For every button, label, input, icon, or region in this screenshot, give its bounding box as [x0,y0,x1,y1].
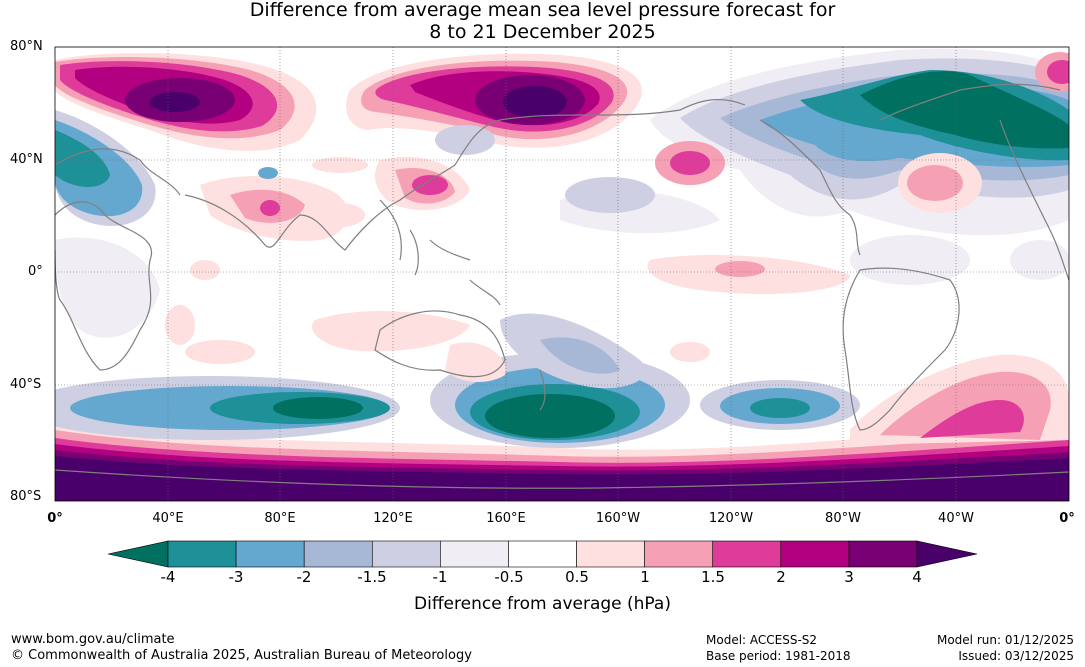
lon-label-40e: 40°E [152,511,184,526]
lon-label-120w: 120°W [708,511,754,526]
southern-ocean-lows [55,313,860,448]
legend-colour-cell [576,540,645,568]
lat-label-80s: 80°S [10,489,42,504]
map-title-line-1: Difference from average mean sea level p… [249,0,836,21]
south-atlantic-high [850,354,1069,445]
legend-tick-label: -4 [160,568,176,586]
colour-legend-bar [107,540,978,568]
legend-colour-cell [848,540,918,568]
lat-label-40n: 40°N [10,152,43,167]
lon-label-120e: 120°E [373,511,413,526]
model-run-date: Model run: 01/12/2025 [936,633,1074,647]
legend-title: Difference from average (hPa) [414,594,671,614]
lon-label-0-left: 0° [47,511,63,526]
legend-tick-label: -3 [228,568,244,586]
legend-colour-cell [644,540,714,568]
legend-tick-label: 4 [912,568,922,586]
lat-label-80n: 80°N [10,39,43,54]
pressure-anomaly-map [54,46,1070,502]
issued-date: Issued: 03/12/2025 [958,649,1074,663]
legend-tick-label: 1 [640,568,650,586]
lon-label-160w: 160°W [595,511,641,526]
legend-tick-label: -2 [296,568,312,586]
model-name: Model: ACCESS-S2 [706,633,818,647]
legend-tick-label: -1 [432,568,448,586]
legend-tick-label: 1.5 [701,568,725,586]
atlantic-europe-lows [55,110,495,226]
legend-colour-cell [235,540,305,568]
lat-label-equator: 0° [28,264,43,279]
lon-label-160e: 160°E [486,511,526,526]
legend-colour-cell [780,540,850,568]
graticule [55,47,1069,501]
north-atlantic-low [650,48,1069,236]
coastlines [55,83,1069,489]
website-url: www.bom.gov.au/climate [11,632,175,647]
lon-label-40w: 40°W [938,511,974,526]
tropical-highs [165,255,850,382]
legend-tick-label: 0.5 [565,568,589,586]
lon-label-80e: 80°E [264,511,296,526]
legend-colour-cell [508,540,577,568]
legend-colour-cell [167,540,237,568]
legend-colour-cell [371,540,441,568]
map-title-line-2: 8 to 21 December 2025 [429,21,656,43]
legend-tick-label: 3 [844,568,854,586]
legend-colour-cell [303,540,373,568]
legend-tick-label: 2 [776,568,786,586]
legend-colour-cell [440,540,509,568]
lon-label-0-right: 0° [1059,511,1075,526]
mid-pacific-high [655,141,725,185]
legend-extend-low [107,540,169,568]
legend-extend-high [916,540,978,568]
lon-label-80w: 80°W [825,511,861,526]
map-frame [54,46,1070,502]
legend-tick-label: -0.5 [494,568,524,586]
legend-tick-label: -1.5 [357,568,387,586]
base-period: Base period: 1981-2018 [706,649,851,663]
legend-colour-cell [712,540,782,568]
copyright-notice: © Commonwealth of Australia 2025, Austra… [11,648,472,663]
lat-label-40s: 40°S [10,377,42,392]
tropical-light-lows [55,177,1069,338]
